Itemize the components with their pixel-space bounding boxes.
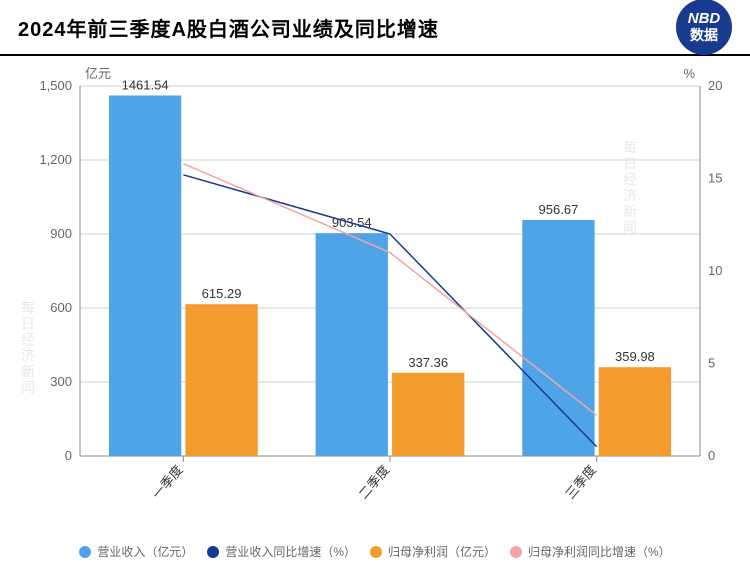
legend-item: 归母净利润（亿元） <box>370 543 496 560</box>
badge-line2: 数据 <box>690 28 718 43</box>
legend-swatch <box>510 546 522 558</box>
svg-text:三季度: 三季度 <box>562 462 599 502</box>
legend-item: 归母净利润同比增速（%） <box>510 543 671 560</box>
svg-text:0: 0 <box>708 448 715 463</box>
svg-text:10: 10 <box>708 263 722 278</box>
svg-text:900: 900 <box>50 226 72 241</box>
svg-text:0: 0 <box>65 448 72 463</box>
legend: 营业收入（亿元） 营业收入同比增速（%） 归母净利润（亿元） 归母净利润同比增速… <box>0 543 750 560</box>
svg-text:5: 5 <box>708 356 715 371</box>
legend-swatch <box>370 546 382 558</box>
svg-text:956.67: 956.67 <box>539 202 579 217</box>
svg-text:300: 300 <box>50 374 72 389</box>
chart-container: 2024年前三季度A股白酒公司业绩及同比增速 NBD 数据 0 300 600 900… <box>0 0 750 568</box>
nbd-badge: NBD 数据 <box>676 0 732 55</box>
svg-text:15: 15 <box>708 171 722 186</box>
svg-text:亿元: 亿元 <box>85 66 111 81</box>
svg-text:20: 20 <box>708 78 722 93</box>
svg-text:一季度: 一季度 <box>149 462 186 502</box>
legend-item: 营业收入同比增速（%） <box>207 543 356 560</box>
legend-item: 营业收入（亿元） <box>79 543 193 560</box>
title-bar: 2024年前三季度A股白酒公司业绩及同比增速 NBD 数据 <box>0 0 750 56</box>
svg-text:1,500: 1,500 <box>39 78 72 93</box>
legend-label: 营业收入（亿元） <box>97 543 193 560</box>
svg-text:二季度: 二季度 <box>356 462 393 502</box>
svg-text:337.36: 337.36 <box>408 355 448 370</box>
svg-text:600: 600 <box>50 300 72 315</box>
watermark-right: 每日经济新闻 <box>620 140 640 236</box>
svg-text:1461.54: 1461.54 <box>122 77 169 92</box>
chart-title: 2024年前三季度A股白酒公司业绩及同比增速 <box>18 13 439 42</box>
legend-label: 归母净利润同比增速（%） <box>528 543 671 560</box>
legend-swatch <box>207 546 219 558</box>
svg-text:615.29: 615.29 <box>202 286 242 301</box>
svg-text:1,200: 1,200 <box>39 152 72 167</box>
chart-svg: 0 300 600 900 1,200 1,500 0 5 10 15 20 亿元% 1461.54 61… <box>0 56 750 526</box>
badge-line1: NBD <box>688 11 721 28</box>
legend-swatch <box>79 546 91 558</box>
legend-label: 营业收入同比增速（%） <box>225 543 356 560</box>
svg-text:359.98: 359.98 <box>615 349 655 364</box>
svg-text:%: % <box>683 66 695 81</box>
watermark-left: 每日经济新闻 <box>18 300 38 396</box>
legend-label: 归母净利润（亿元） <box>388 543 496 560</box>
